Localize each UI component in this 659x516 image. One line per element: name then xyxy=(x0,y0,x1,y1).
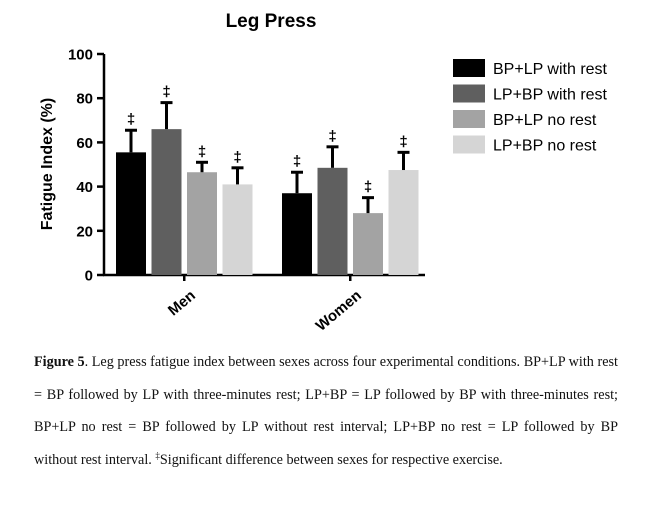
legend-swatch xyxy=(453,84,485,103)
bar xyxy=(116,152,146,275)
y-tick-label: 100 xyxy=(68,47,93,64)
y-tick-label: 60 xyxy=(76,135,93,152)
legend: BP+LP with rest LP+BP with rest BP+LP no r… xyxy=(453,59,608,155)
x-category-label: Women xyxy=(313,287,365,335)
bar xyxy=(282,193,312,275)
legend-label: LP+BP no rest xyxy=(493,138,597,155)
y-tick-label: 20 xyxy=(76,223,93,240)
figure-caption: Figure 5. Leg press fatigue index betwee… xyxy=(34,346,618,476)
bar xyxy=(317,167,348,275)
legend-label: BP+LP with rest xyxy=(493,61,608,78)
caption-text: . Leg press fatigue index between sexes … xyxy=(34,354,618,468)
y-tick-label: 80 xyxy=(76,91,93,108)
legend-swatch xyxy=(453,135,485,154)
x-category-label: Men xyxy=(165,287,199,319)
bar xyxy=(353,213,383,275)
significance-symbol: ‡ xyxy=(155,449,160,460)
legend-swatch xyxy=(453,110,485,128)
y-tick-label: 40 xyxy=(76,179,93,196)
leg-press-chart: Leg Press Fatigue Index (%) 0 20 40 60 80 100… xyxy=(39,11,608,335)
caption-label: Figure 5 xyxy=(34,354,85,370)
y-tick-label: 0 xyxy=(85,268,93,285)
significance-marker: ‡ xyxy=(364,179,372,196)
significance-marker: ‡ xyxy=(399,133,407,150)
bar xyxy=(388,170,419,275)
significance-marker: ‡ xyxy=(328,128,336,145)
legend-label: LP+BP with rest xyxy=(493,87,608,104)
bar xyxy=(187,172,217,275)
caption-text-2: Significant difference between sexes for… xyxy=(159,451,503,468)
significance-marker: ‡ xyxy=(233,149,241,166)
plot-area: 0 20 40 60 80 100 ‡ ‡ ‡ ‡ Men ‡ ‡ ‡ ‡ Women xyxy=(68,47,425,335)
bar xyxy=(222,184,253,275)
bar xyxy=(151,129,182,275)
legend-swatch xyxy=(453,59,485,77)
significance-marker: ‡ xyxy=(293,153,301,170)
significance-marker: ‡ xyxy=(198,143,206,160)
significance-marker: ‡ xyxy=(127,111,135,128)
chart-title: Leg Press xyxy=(226,11,317,32)
y-axis-label: Fatigue Index (%) xyxy=(39,98,56,230)
significance-marker: ‡ xyxy=(162,84,170,101)
legend-label: BP+LP no rest xyxy=(493,112,597,129)
